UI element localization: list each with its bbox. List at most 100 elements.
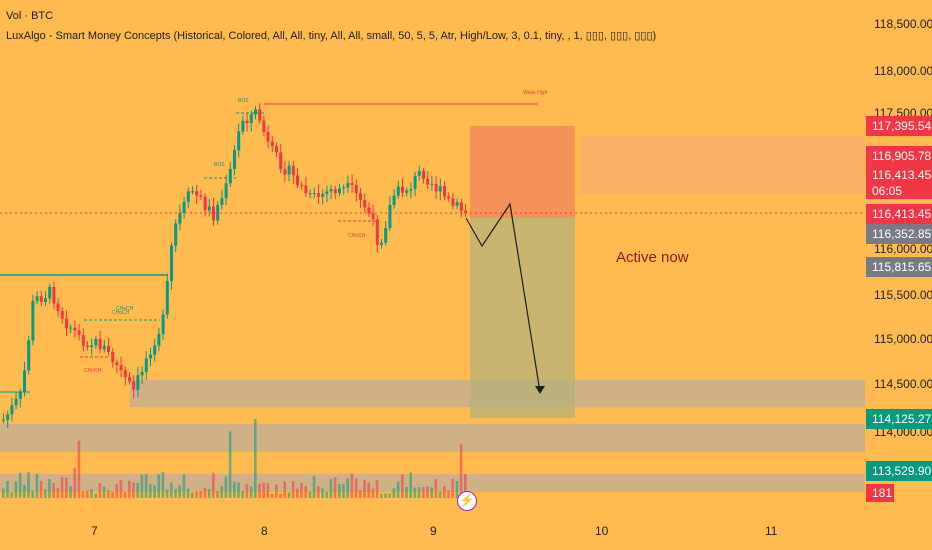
candle [182,201,186,214]
candle [304,185,308,194]
price-tag[interactable]: 116,905.78 [866,146,932,166]
price-tag[interactable]: 116,413.45 [866,165,932,185]
price-tag[interactable]: 117,395.54 [866,116,932,136]
volume-bar [262,482,265,498]
countdown-tag[interactable]: 06:05 [866,183,932,199]
candle [203,196,207,211]
volume-bar [102,486,106,498]
candlestick-series [2,103,467,429]
volume-bar [363,480,366,498]
price-tag[interactable]: 116,352.85 [866,224,932,244]
volume-bar [136,483,139,498]
candle [44,298,47,302]
candle [459,202,463,211]
volume-bar [199,491,202,498]
short-stop-zone[interactable] [470,126,575,218]
volume-bar [212,473,215,498]
candle [212,206,215,221]
candle [413,175,417,189]
volume-bar [417,487,421,498]
candle [241,120,245,132]
candle [10,405,14,415]
volume-bar [132,482,135,498]
candle [354,184,358,194]
volume-bar [27,472,30,498]
candle [249,114,253,124]
volume-bar [405,486,408,498]
candle [258,109,262,121]
candle [384,228,388,243]
candle [195,191,199,196]
candle [35,296,39,302]
volume-bar [39,480,43,498]
candle [178,213,182,224]
volume-bar [44,489,47,498]
candle [367,207,371,214]
candle [60,311,64,319]
bos-label-top: BOS [238,98,249,104]
demand-zone-band-lower [0,424,865,452]
volume-bar [73,467,76,498]
candle [69,327,73,329]
volume-bar [111,491,114,498]
volume-bar [203,487,207,498]
candle [119,365,123,371]
candle [132,381,136,390]
time-axis-label: 8 [261,524,268,538]
candle [417,171,421,176]
price-axis-label: 118,500.00 [874,17,932,31]
volume-bar [98,483,102,498]
volume-bar [296,488,299,498]
indicator-legend[interactable]: LuxAlgo - Smart Money Concepts (Historic… [6,30,657,42]
volume-bar [220,486,223,498]
volume-bar [392,488,396,498]
volume-bar [308,491,312,498]
candle [371,213,375,220]
volume-bar [178,485,181,498]
candle [191,191,194,193]
price-tag[interactable]: 113,529.90 [866,461,932,481]
candle [430,183,434,185]
volume-bar [283,481,286,498]
candle [149,354,152,359]
volume-bar [413,487,417,498]
volume-bar [350,473,354,498]
candle [308,193,312,195]
candle [140,371,144,376]
weak-high-label: Weak High [523,90,548,96]
volume-bars [2,419,467,498]
candle [228,168,232,184]
candle [128,377,131,382]
volume-bar [237,482,240,498]
volume-bar [287,492,291,498]
price-tag[interactable]: 114,125.27 [866,409,932,429]
volume-bar [174,488,177,498]
candle [6,414,10,420]
volume-bar [258,483,261,498]
volume-tag[interactable]: 181 [866,484,894,502]
candle [275,146,278,153]
volume-bar [14,481,18,498]
price-tag[interactable]: 115,815.65 [866,257,932,277]
price-axis-label: 115,500.00 [874,288,932,302]
volume-legend[interactable]: Vol · BTC [6,10,54,22]
candle [77,330,81,336]
candle [165,280,169,315]
volume-bar [300,483,303,498]
choch-label-bull: CHoCH [116,306,134,312]
volume-bar [144,473,148,498]
volume-bar [375,480,379,498]
time-axis-label: 11 [765,524,778,538]
active-now-note[interactable]: Active now [616,249,689,266]
volume-bar [140,474,144,498]
price-tag[interactable]: 116,413.45 [866,204,932,224]
volume-bar [161,472,165,498]
lightning-bolt-icon[interactable]: ⚡ [457,491,477,511]
price-axis-label: 118,000.00 [874,64,932,78]
short-target-zone[interactable] [470,218,575,418]
candle [233,150,236,169]
volume-bar [354,478,358,498]
volume-bar [438,491,442,498]
volume-bar [401,474,404,498]
